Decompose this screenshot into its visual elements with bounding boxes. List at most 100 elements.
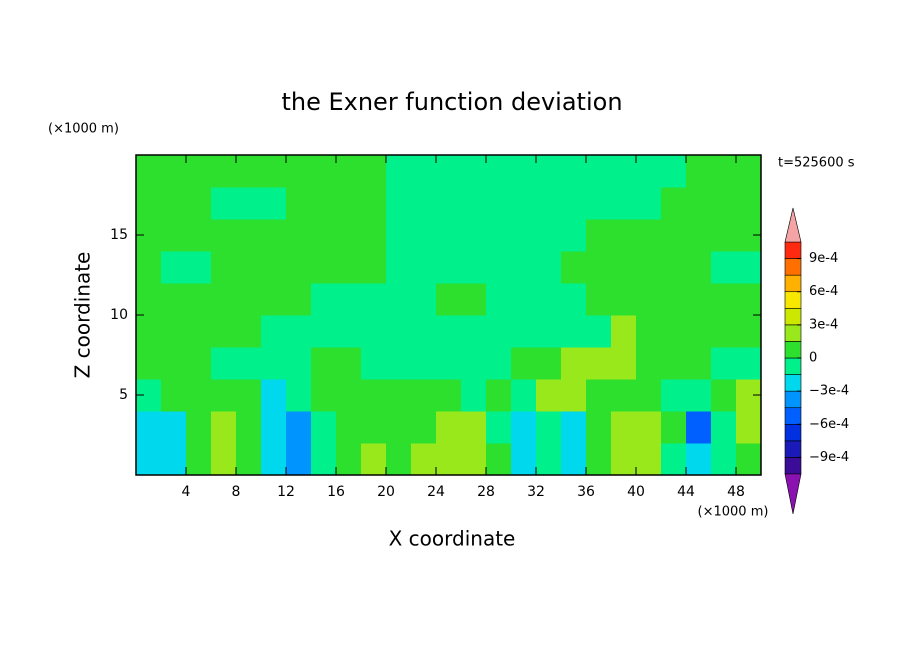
field-cell: [461, 155, 487, 188]
field-cell: [561, 315, 587, 348]
field-cell: [361, 187, 387, 220]
field-cell: [136, 411, 162, 444]
field-cell: [211, 283, 237, 316]
field-cell: [536, 283, 562, 316]
field-cell: [386, 411, 412, 444]
field-cell: [161, 251, 187, 284]
field-cell: [686, 187, 712, 220]
field-cell: [661, 219, 687, 252]
field-cell: [636, 187, 662, 220]
field-cell: [311, 283, 337, 316]
field-cell: [711, 283, 737, 316]
field-cell: [736, 187, 762, 220]
field-cell: [611, 283, 637, 316]
field-cell: [661, 443, 687, 476]
field-cell: [311, 411, 337, 444]
field-cell: [386, 219, 412, 252]
field-cell: [136, 187, 162, 220]
colorbar-box: [784, 241, 802, 259]
x-unit: (×1000 m): [698, 505, 769, 520]
field-cell: [536, 411, 562, 444]
field-cell: [186, 251, 212, 284]
field-cell: [511, 315, 537, 348]
field-cell: [611, 443, 637, 476]
field-cell: [561, 347, 587, 380]
colorbar-box: [784, 274, 802, 293]
field-cell: [561, 443, 587, 476]
field-cell: [186, 443, 212, 476]
field-cell: [661, 347, 687, 380]
field-cell: [161, 411, 187, 444]
field-cell: [261, 155, 287, 188]
colorbar-tick-label: 0: [809, 351, 817, 366]
field-cell: [461, 443, 487, 476]
field-cell: [711, 187, 737, 220]
field-cell: [611, 155, 637, 188]
field-cell: [286, 251, 312, 284]
field-cell: [561, 379, 587, 412]
field-cell: [661, 251, 687, 284]
field-cell: [486, 443, 512, 476]
field-cell: [236, 347, 262, 380]
field-cell: [536, 347, 562, 380]
field-cell: [211, 219, 237, 252]
field-cell: [386, 251, 412, 284]
field-cell: [611, 411, 637, 444]
field-cell: [536, 155, 562, 188]
field-cell: [311, 219, 337, 252]
colorbar-tick-label: −3e-4: [809, 384, 849, 399]
field-cell: [411, 251, 437, 284]
field-cell: [711, 219, 737, 252]
field-cell: [486, 187, 512, 220]
field-cell: [286, 379, 312, 412]
field-cell: [586, 187, 612, 220]
field-cell: [561, 219, 587, 252]
field-cell: [311, 155, 337, 188]
field-cell: [586, 411, 612, 444]
field-cell: [461, 187, 487, 220]
field-cell: [436, 347, 462, 380]
field-cell: [436, 187, 462, 220]
field-cell: [286, 155, 312, 188]
field-cell: [586, 251, 612, 284]
field-cell: [686, 379, 712, 412]
field-cell: [436, 411, 462, 444]
field-cell: [436, 443, 462, 476]
field-cell: [636, 411, 662, 444]
field-cell: [686, 283, 712, 316]
field-cell: [486, 411, 512, 444]
field-cell: [586, 443, 612, 476]
field-cell: [661, 187, 687, 220]
field-cell: [311, 379, 337, 412]
field-cell: [686, 315, 712, 348]
field-cell: [286, 283, 312, 316]
field-cell: [486, 315, 512, 348]
colorbar-box: [784, 307, 802, 326]
colorbar-box: [784, 407, 802, 425]
x-axis-label: X coordinate: [389, 527, 516, 551]
field-cell: [411, 315, 437, 348]
field-cell: [411, 443, 437, 476]
colorbar-tick-label: 6e-4: [809, 284, 838, 299]
field-cell: [161, 347, 187, 380]
field-cell: [386, 187, 412, 220]
field-cell: [561, 251, 587, 284]
field-cell: [336, 315, 362, 348]
field-cell: [436, 379, 462, 412]
field-cell: [286, 443, 312, 476]
field-cell: [686, 251, 712, 284]
field-cell: [561, 411, 587, 444]
colorbar-box: [784, 341, 802, 359]
field-cell: [461, 251, 487, 284]
x-tick-label: 28: [477, 484, 495, 500]
field-cell: [486, 379, 512, 412]
field-cell: [611, 347, 637, 380]
field-cell: [511, 379, 537, 412]
field-cell: [611, 315, 637, 348]
field-cell: [311, 443, 337, 476]
field-cell: [586, 283, 612, 316]
field-cell: [186, 219, 212, 252]
field-cell: [461, 315, 487, 348]
field-cell: [736, 315, 762, 348]
field-cell: [661, 411, 687, 444]
